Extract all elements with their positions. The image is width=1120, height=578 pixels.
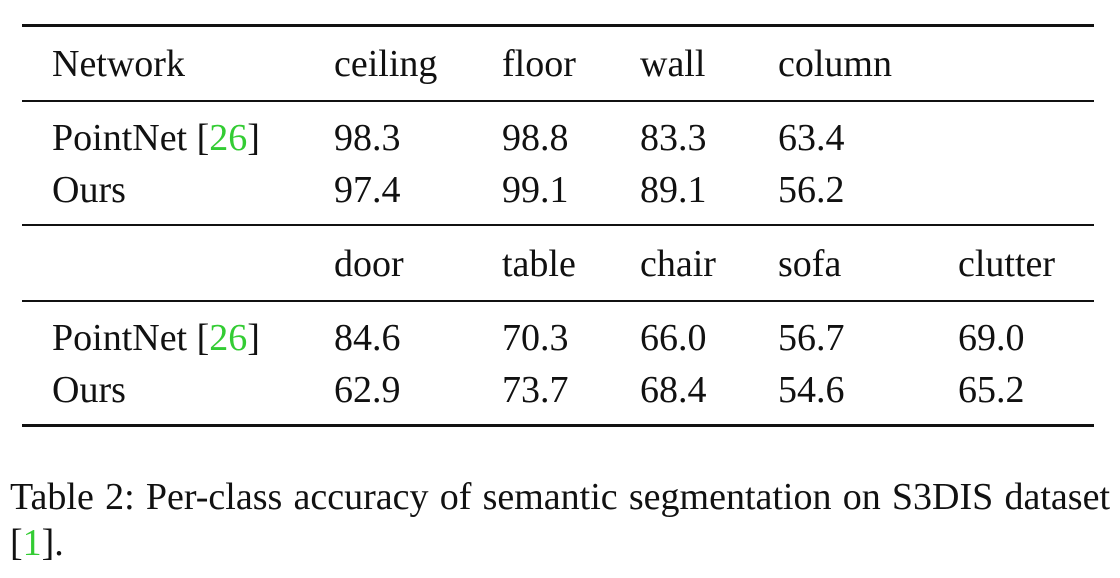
- header-column: column: [778, 43, 892, 85]
- header-rule-1: [22, 100, 1094, 102]
- header-clutter: clutter: [958, 243, 1056, 285]
- header-table: table: [502, 243, 576, 285]
- row-label-ours: Ours: [52, 369, 126, 411]
- table-cell: 54.6: [778, 369, 845, 411]
- header-sofa: sofa: [778, 243, 842, 285]
- row-label-pointnet: PointNet [26]: [52, 317, 260, 359]
- table-cell: 89.1: [640, 169, 707, 211]
- header-ceiling: ceiling: [334, 43, 438, 85]
- table-cell: 98.3: [334, 117, 401, 159]
- table-cell: 83.3: [640, 117, 707, 159]
- table-cell: 63.4: [778, 117, 845, 159]
- table-cell: 68.4: [640, 369, 707, 411]
- table-cell: 56.7: [778, 317, 845, 359]
- citation-link[interactable]: 1: [22, 522, 42, 564]
- table-cell: 70.3: [502, 317, 569, 359]
- section-rule: [22, 224, 1094, 226]
- header-chair: chair: [640, 243, 716, 285]
- table-cell: 56.2: [778, 169, 845, 211]
- header-rule-2: [22, 300, 1094, 302]
- citation-link[interactable]: 26: [209, 317, 248, 359]
- table-cell: 99.1: [502, 169, 569, 211]
- caption-text-end: ].: [41, 522, 64, 564]
- caption-label: Table 2:: [10, 476, 135, 518]
- header-door: door: [334, 243, 404, 285]
- row-label-ours: Ours: [52, 169, 126, 211]
- table-cell: 84.6: [334, 317, 401, 359]
- citation-link[interactable]: 26: [209, 117, 248, 159]
- header-wall: wall: [640, 43, 706, 85]
- table-cell: 62.9: [334, 369, 401, 411]
- table-cell: 98.8: [502, 117, 569, 159]
- row-label-pointnet: PointNet [26]: [52, 117, 260, 159]
- header-floor: floor: [502, 43, 576, 85]
- bottom-rule: [22, 424, 1094, 427]
- table-cell: 97.4: [334, 169, 401, 211]
- table-cell: 66.0: [640, 317, 707, 359]
- top-rule: [22, 24, 1094, 27]
- method-name: PointNet: [52, 117, 188, 159]
- header-network: Network: [52, 43, 185, 85]
- caption-text: Per-class accuracy of semantic segmentat…: [10, 476, 1111, 564]
- table-caption: Table 2: Per-class accuracy of semantic …: [10, 474, 1110, 566]
- method-name: PointNet: [52, 317, 188, 359]
- table-cell: 69.0: [958, 317, 1025, 359]
- table-cell: 73.7: [502, 369, 569, 411]
- table-cell: 65.2: [958, 369, 1025, 411]
